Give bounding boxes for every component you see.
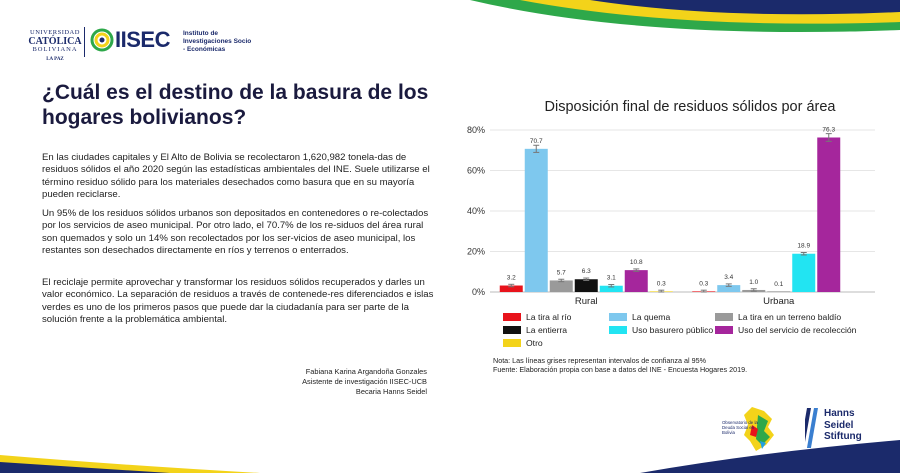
odsb-text: Observatorio de la Deuda Social en Boliv… [722, 420, 758, 436]
article-title: ¿Cuál es el destino de la basura de los … [42, 81, 429, 130]
data-label: 3.4 [724, 274, 733, 281]
legend-item: La tira al río [503, 312, 609, 322]
iisec-emblem-icon [90, 28, 114, 52]
legend-item: Uso del servicio de recolección [715, 325, 885, 335]
bar-urbana-1 [717, 285, 741, 292]
legend-swatch [503, 313, 521, 321]
data-label: 76.3 [822, 126, 835, 133]
ucb-line-3: BOLIVIANA [32, 46, 78, 54]
y-tick-label: 20% [467, 247, 485, 257]
legend-label: Otro [526, 338, 543, 348]
y-tick-label: 60% [467, 166, 485, 176]
legend-item: Otro [503, 338, 609, 348]
bar-chart: 0% 20% 40% 60% 80% 3.2 70.7 5.7 6.3 3.1 10.8 0.3 Rur… [467, 125, 875, 307]
bar-urbana-4 [792, 253, 816, 292]
legend-item: Uso basurero público [609, 325, 715, 335]
legend-swatch [503, 326, 521, 334]
data-label: 1.0 [749, 279, 758, 286]
x-tick-label: Urbana [763, 296, 795, 307]
bar-rural-0 [499, 285, 523, 292]
paragraph-1: En las ciudades capitales y El Alto de B… [42, 152, 430, 201]
data-label: 0.1 [774, 281, 783, 288]
ucb-line-2: CATÓLICA [28, 35, 82, 47]
data-label: 18.9 [797, 243, 810, 250]
legend-label: La entierra [526, 325, 568, 335]
legend-item: La quema [609, 312, 715, 322]
chart-notes: Nota: Las líneas grises representan inte… [493, 356, 893, 375]
data-label: 6.3 [582, 268, 591, 275]
paragraph-3: El reciclaje permite aprovechar y transf… [42, 277, 434, 326]
hss-line-3: Stiftung [824, 431, 862, 442]
credit-scholarship: Becaria Hanns Seidel [355, 387, 427, 397]
data-label: 10.8 [630, 259, 643, 266]
bar-rural-5 [624, 270, 648, 292]
legend-item: La entierra [503, 325, 609, 335]
iisec-wordmark: IISEC [115, 27, 170, 52]
hss-line-1: Hanns [824, 408, 855, 419]
x-tick-label: Rural [575, 296, 598, 307]
author-credit: Fabiana Karina Argandoña Gonzales Asiste… [127, 367, 427, 398]
iisec-subtitle: Instituto de Investigaciones Socio - Eco… [183, 30, 252, 53]
data-label: 5.7 [557, 269, 566, 276]
data-label: 3.2 [507, 275, 516, 282]
legend-item: La tira en un terreno baldío [715, 312, 885, 322]
data-label: 0.3 [699, 280, 708, 287]
bar-rural-2 [549, 280, 573, 292]
data-label: 70.7 [530, 138, 543, 145]
bar-urbana-5 [817, 137, 841, 292]
y-tick-label: 40% [467, 206, 485, 216]
chart-source: Fuente: Elaboración propia con base a da… [493, 365, 748, 375]
legend-label: La quema [632, 312, 671, 322]
hss-stripes-icon [805, 408, 818, 448]
chart-legend: La tira al río La quema La tira en un terr… [503, 312, 893, 348]
data-label: 0.3 [657, 280, 666, 287]
legend-label: Uso basurero público [632, 325, 714, 335]
logo-divider [84, 27, 85, 57]
ucb-logo: UNIVERSIDAD CATÓLICA BOLIVIANA LA PAZ [24, 29, 86, 63]
legend-swatch [503, 339, 521, 347]
credit-role: Asistente de investigación IISEC-UCB [302, 377, 427, 387]
legend-swatch [715, 326, 733, 334]
bar-rural-1 [524, 148, 548, 292]
legend-label: La tira en un terreno baldío [738, 312, 842, 322]
bar-rural-4 [599, 285, 623, 292]
odsb-map-icon [744, 407, 774, 451]
credit-name: Fabiana Karina Argandoña Gonzales [305, 367, 427, 376]
bar-rural-3 [574, 279, 598, 292]
legend-swatch [609, 326, 627, 334]
hss-line-2: Seidel [824, 419, 854, 431]
paragraph-2: Un 95% de los residuos sólidos urbanos s… [42, 208, 429, 257]
chart-title: Disposición final de residuos sólidos po… [544, 99, 836, 115]
legend-label: La tira al río [526, 312, 572, 322]
y-tick-label: 80% [467, 125, 485, 135]
hss-logo-text: Hanns Seidel Stiftung [824, 408, 862, 443]
chart-note: Nota: Las líneas grises representan inte… [493, 356, 706, 365]
ucb-line-1: UNIVERSIDAD [30, 29, 80, 36]
y-tick-label: 0% [472, 287, 485, 297]
legend-swatch [609, 313, 627, 321]
legend-swatch [715, 313, 733, 321]
ucb-line-4: LA PAZ [46, 57, 64, 63]
data-label: 3.1 [607, 275, 616, 282]
legend-label: Uso del servicio de recolección [738, 325, 857, 335]
